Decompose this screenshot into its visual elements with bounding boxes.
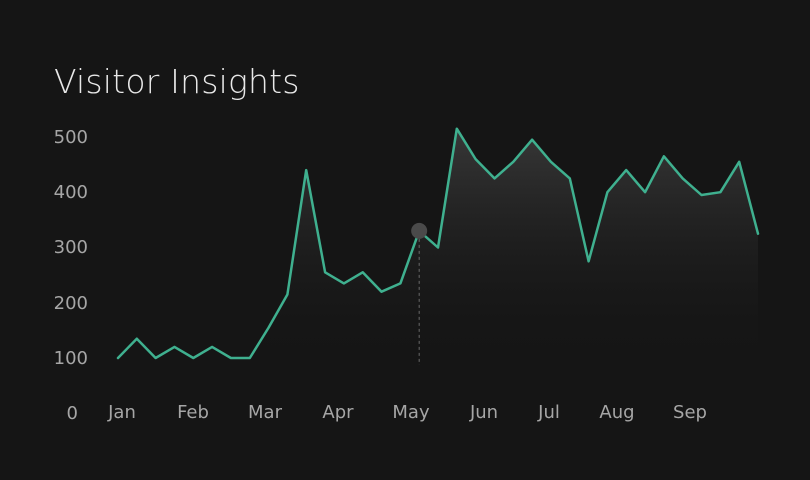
data-point[interactable] xyxy=(661,153,667,159)
data-point[interactable] xyxy=(604,189,610,195)
data-point[interactable] xyxy=(284,292,290,298)
x-axis: Jan Feb Mar Apr May Jun Jul Aug Sep xyxy=(107,402,707,423)
data-point[interactable] xyxy=(172,344,178,350)
data-point[interactable] xyxy=(548,159,554,165)
data-point[interactable] xyxy=(379,289,385,295)
data-point[interactable] xyxy=(247,355,253,361)
y-axis: 500 400 300 200 100 0 xyxy=(54,127,88,424)
data-point[interactable] xyxy=(397,280,403,286)
data-point[interactable] xyxy=(699,192,705,198)
x-tick-label: Jan xyxy=(107,402,136,423)
series-area-fill xyxy=(118,128,758,366)
x-tick-label: May xyxy=(392,402,430,423)
y-tick-label: 500 xyxy=(54,127,88,148)
data-point[interactable] xyxy=(435,245,441,251)
data-point[interactable] xyxy=(586,258,592,264)
highlight-marker[interactable] xyxy=(411,222,428,239)
chart-title: Visitor Insights xyxy=(54,62,300,101)
data-point[interactable] xyxy=(454,126,460,132)
data-point[interactable] xyxy=(209,344,215,350)
data-point[interactable] xyxy=(623,167,629,173)
x-tick-label: Jul xyxy=(537,402,560,423)
x-tick-label: Feb xyxy=(177,402,209,423)
data-point[interactable] xyxy=(473,156,479,162)
data-point[interactable] xyxy=(134,336,140,342)
data-point[interactable] xyxy=(115,355,121,361)
data-point[interactable] xyxy=(190,355,196,361)
data-point[interactable] xyxy=(736,159,742,165)
data-point[interactable] xyxy=(680,175,686,181)
data-point[interactable] xyxy=(360,269,366,275)
x-tick-label: Jun xyxy=(469,402,498,423)
y-tick-label: 300 xyxy=(54,237,88,258)
data-point[interactable] xyxy=(510,159,516,165)
data-point[interactable] xyxy=(153,355,159,361)
y-tick-label: 200 xyxy=(54,293,88,314)
x-tick-label: Sep xyxy=(673,402,707,423)
data-point[interactable] xyxy=(567,175,573,181)
data-point[interactable] xyxy=(228,355,234,361)
data-point[interactable] xyxy=(322,269,328,275)
series-line xyxy=(116,127,760,360)
x-tick-label: Mar xyxy=(248,402,283,423)
x-tick-label: Aug xyxy=(599,402,634,423)
y-tick-label: 100 xyxy=(54,348,88,369)
data-point[interactable] xyxy=(266,325,272,331)
data-point[interactable] xyxy=(529,137,535,143)
plot-area xyxy=(115,126,761,366)
data-point[interactable] xyxy=(642,189,648,195)
y-tick-label: 0 xyxy=(67,403,78,424)
data-point[interactable] xyxy=(492,175,498,181)
data-point[interactable] xyxy=(341,280,347,286)
data-point[interactable] xyxy=(755,231,761,237)
y-tick-label: 400 xyxy=(54,182,88,203)
x-tick-label: Apr xyxy=(322,402,354,423)
data-point[interactable] xyxy=(717,189,723,195)
data-point[interactable] xyxy=(303,167,309,173)
